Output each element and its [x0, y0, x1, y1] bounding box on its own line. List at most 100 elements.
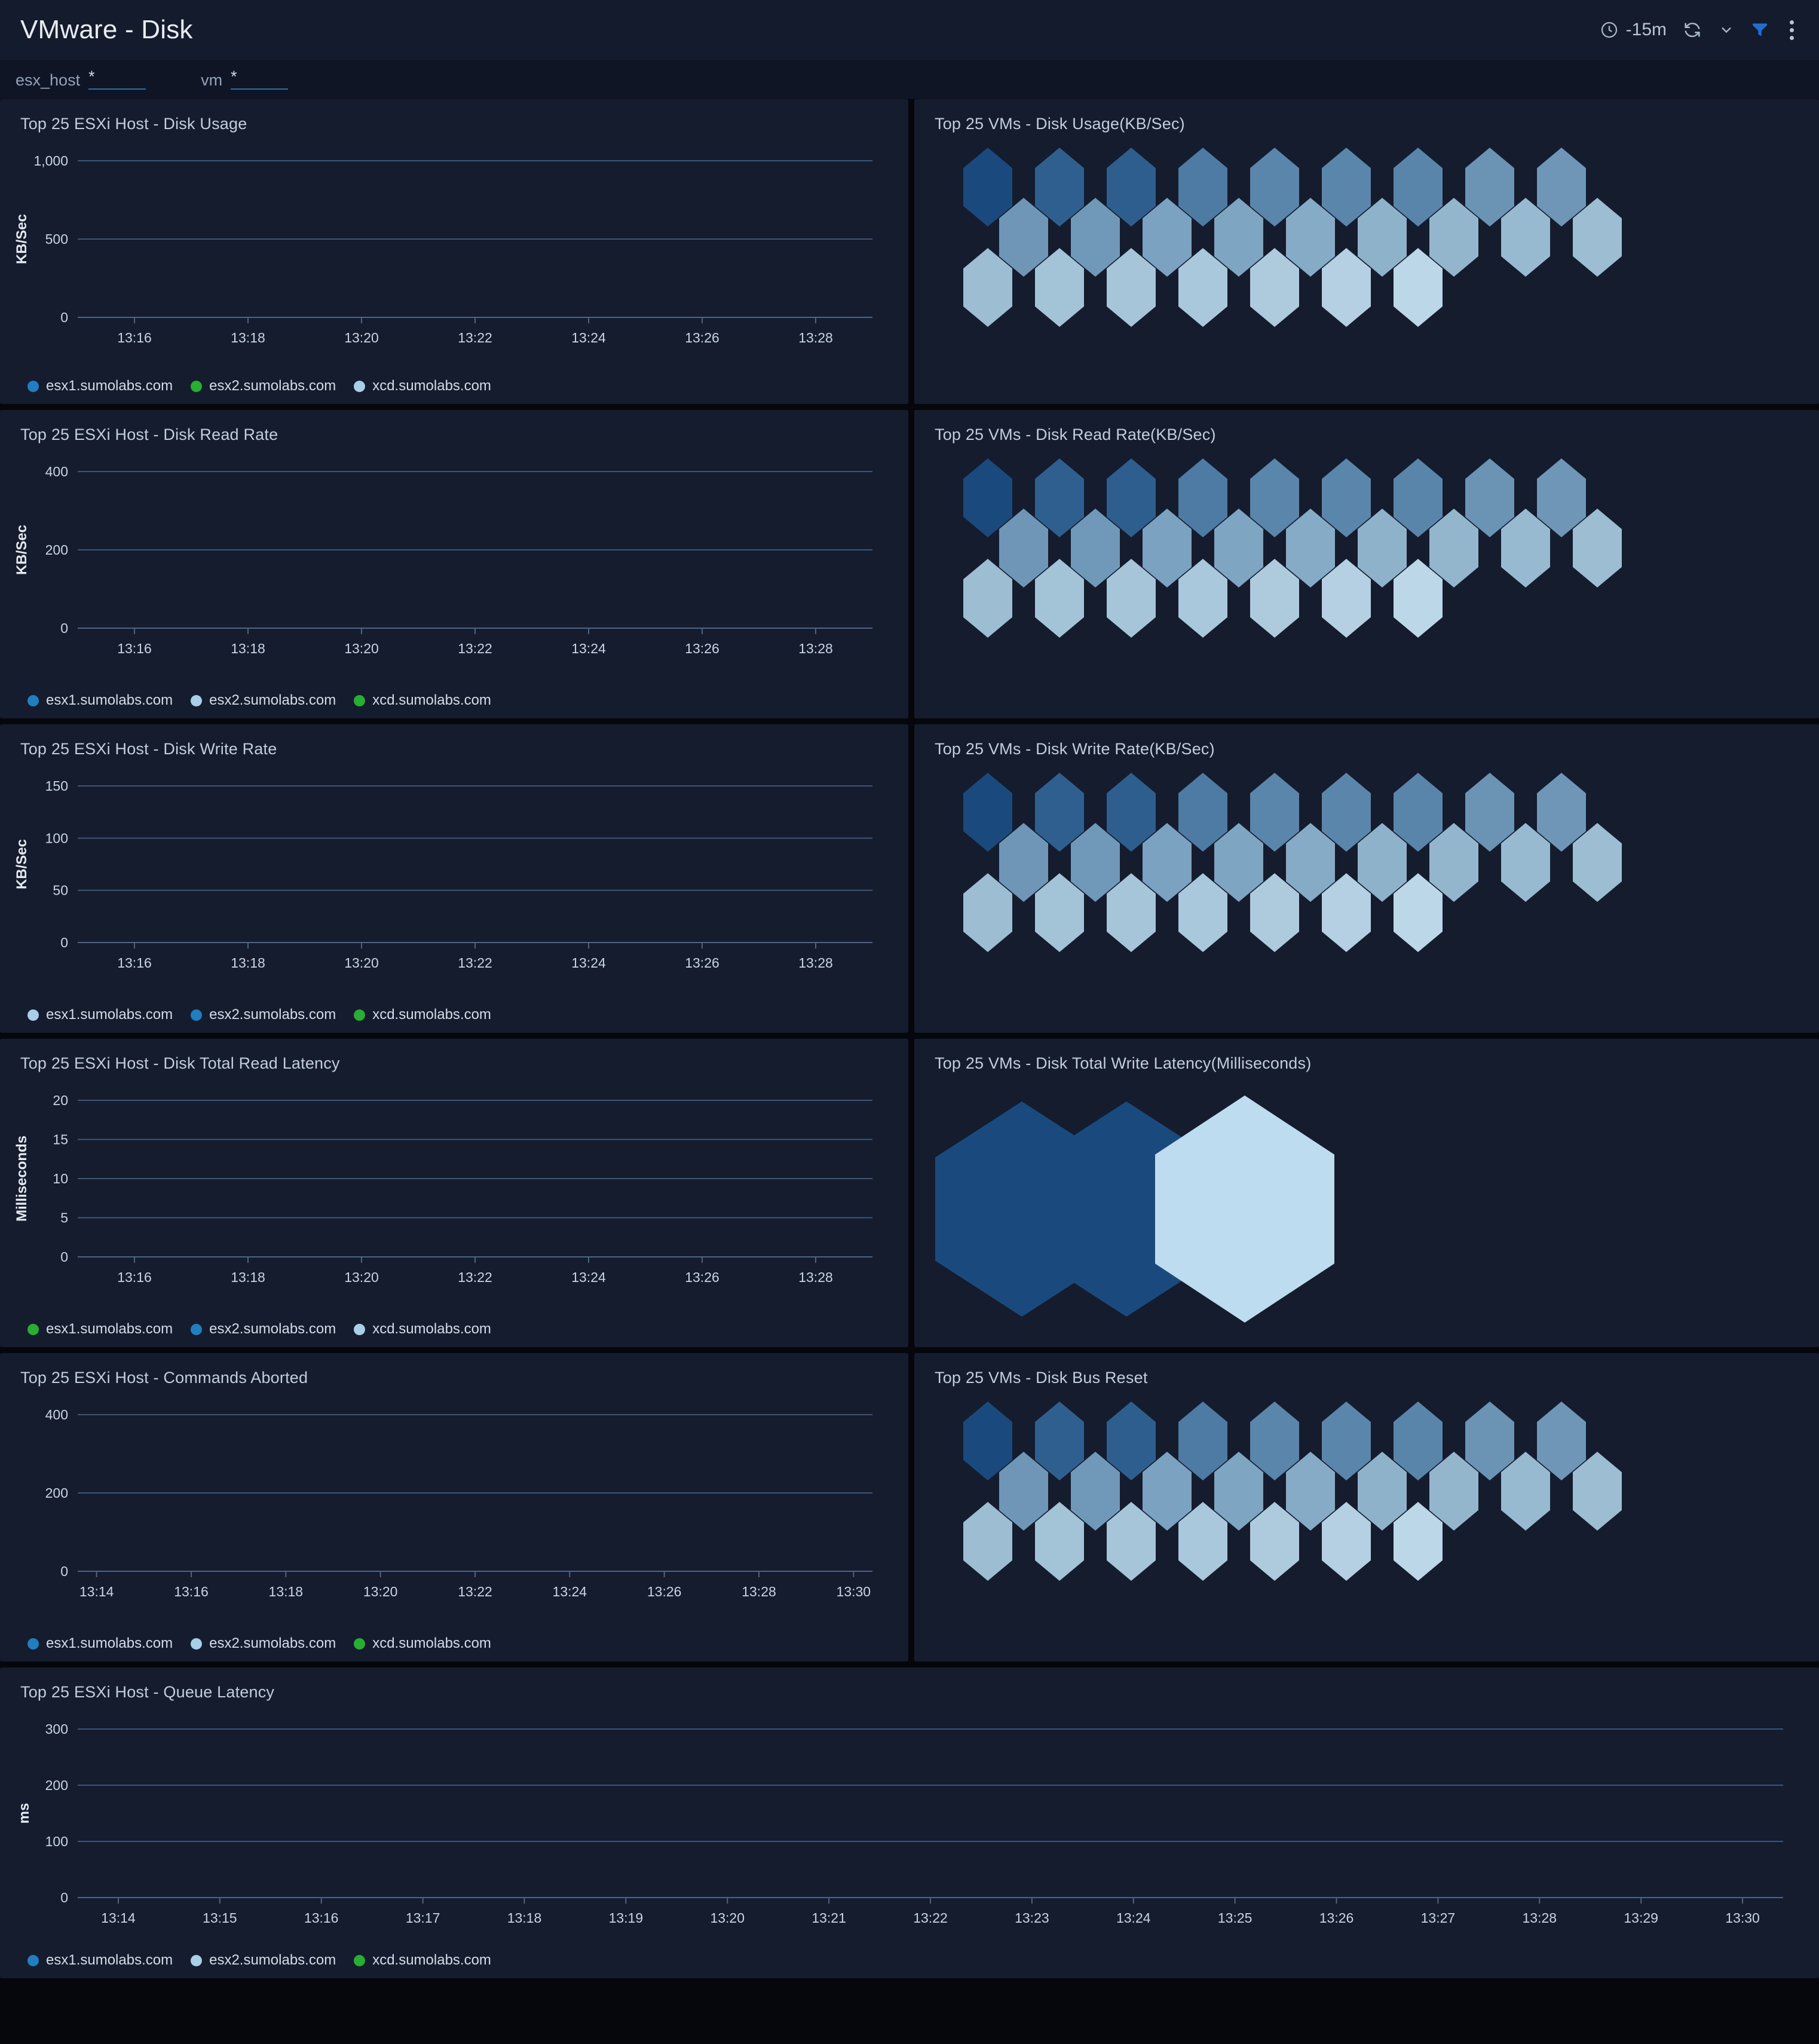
honeycomb-cell[interactable] — [1358, 509, 1407, 588]
chart-esxi-disk-read-rate[interactable]: 0 200 400 13:16 13:18 13:20 13:22 13:24 13:26 13:… — [0, 444, 908, 683]
filter-vm[interactable]: vm * — [201, 69, 289, 90]
honeycomb-cell[interactable] — [1429, 509, 1478, 588]
honeycomb-cell[interactable] — [1501, 823, 1550, 902]
legend-item[interactable]: esx1.sumolabs.com — [27, 1006, 173, 1023]
honeycomb-cell[interactable] — [1537, 773, 1586, 852]
honeycomb-cell[interactable] — [963, 458, 1012, 537]
honeycomb-cell[interactable] — [1071, 509, 1120, 588]
honeycomb-cell[interactable] — [1107, 248, 1156, 327]
legend-item[interactable]: xcd.sumolabs.com — [354, 692, 491, 709]
honeycomb-cell[interactable] — [1322, 148, 1371, 227]
panel-vms-total-write-latency[interactable]: Top 25 VMs - Disk Total Write Latency(Mi… — [914, 1039, 1819, 1347]
honeycomb-cell[interactable] — [1250, 873, 1299, 952]
panel-esxi-total-read-latency[interactable]: Top 25 ESXi Host - Disk Total Read Laten… — [0, 1039, 908, 1347]
panel-vms-disk-write-rate[interactable]: Top 25 VMs - Disk Write Rate(KB/Sec) — [914, 724, 1819, 1033]
honeycomb-cell[interactable] — [1358, 823, 1407, 902]
legend-item[interactable]: xcd.sumolabs.com — [354, 1321, 491, 1338]
honeycomb-cell[interactable] — [1143, 509, 1192, 588]
legend-item[interactable]: esx2.sumolabs.com — [191, 692, 336, 709]
honeycomb-cell[interactable] — [1358, 1452, 1407, 1531]
honeycomb-cell[interactable] — [1537, 148, 1586, 227]
legend-item[interactable]: esx1.sumolabs.com — [27, 1635, 173, 1652]
honeycomb-cell[interactable] — [1035, 1402, 1084, 1480]
honeycomb-cell[interactable] — [1286, 823, 1335, 902]
legend-item[interactable]: xcd.sumolabs.com — [354, 1952, 491, 1969]
refresh-icon[interactable] — [1682, 20, 1702, 40]
honeycomb-cell[interactable] — [1214, 509, 1263, 588]
legend-item[interactable]: esx1.sumolabs.com — [27, 1321, 173, 1338]
honeycomb-cell[interactable] — [1107, 873, 1156, 952]
honeycomb-cell[interactable] — [1573, 509, 1622, 588]
filter-esx-host[interactable]: esx_host * — [16, 69, 146, 90]
honeycomb-cell[interactable] — [1143, 198, 1192, 277]
honeycomb-vms-disk-write-rate[interactable] — [914, 758, 1819, 1027]
honeycomb-cell[interactable] — [1537, 1402, 1586, 1480]
bighex-vms-total-write-latency[interactable] — [914, 1073, 1819, 1342]
honeycomb-cell[interactable] — [1107, 458, 1156, 537]
honeycomb-cell[interactable] — [1214, 1452, 1263, 1531]
honeycomb-cell[interactable] — [1178, 773, 1227, 852]
honeycomb-cell[interactable] — [1178, 559, 1227, 638]
honeycomb-cell[interactable] — [1107, 559, 1156, 638]
honeycomb-cell[interactable] — [1071, 823, 1120, 902]
honeycomb-cell[interactable] — [1465, 1402, 1514, 1480]
legend-item[interactable]: esx2.sumolabs.com — [191, 1006, 336, 1023]
honeycomb-cell[interactable] — [1573, 823, 1622, 902]
honeycomb-cell[interactable] — [1035, 248, 1084, 327]
honeycomb-cell[interactable] — [1214, 198, 1263, 277]
chevron-down-icon[interactable] — [1718, 22, 1735, 38]
panel-esxi-disk-write-rate[interactable]: Top 25 ESXi Host - Disk Write Rate 0 50 10… — [0, 724, 908, 1033]
honeycomb-cell[interactable] — [1358, 198, 1407, 277]
honeycomb-vms-disk-bus-reset[interactable] — [914, 1387, 1819, 1656]
legend-item[interactable]: esx2.sumolabs.com — [191, 378, 336, 394]
more-options-icon[interactable] — [1785, 20, 1799, 40]
honeycomb-cell[interactable] — [1107, 773, 1156, 852]
honeycomb-cell[interactable] — [1035, 873, 1084, 952]
honeycomb-cell[interactable] — [1035, 773, 1084, 852]
honeycomb-cell[interactable] — [1155, 1096, 1334, 1323]
legend-item[interactable]: esx2.sumolabs.com — [191, 1321, 336, 1338]
honeycomb-cell[interactable] — [1143, 823, 1192, 902]
honeycomb-cell[interactable] — [1573, 198, 1622, 277]
honeycomb-cell[interactable] — [963, 1402, 1012, 1480]
honeycomb-cell[interactable] — [963, 773, 1012, 852]
honeycomb-cell[interactable] — [1322, 1402, 1371, 1480]
filter-icon[interactable] — [1750, 20, 1769, 39]
filter-input-esx-host[interactable]: * — [88, 69, 146, 90]
honeycomb-cell[interactable] — [1250, 1402, 1299, 1480]
panel-vms-disk-usage[interactable]: Top 25 VMs - Disk Usage(KB/Sec) — [914, 99, 1819, 404]
honeycomb-cell[interactable] — [1214, 823, 1263, 902]
honeycomb-cell[interactable] — [1178, 1502, 1227, 1581]
honeycomb-cell[interactable] — [1286, 509, 1335, 588]
honeycomb-cell[interactable] — [1322, 248, 1371, 327]
honeycomb-cell[interactable] — [1250, 773, 1299, 852]
legend-item[interactable]: esx1.sumolabs.com — [27, 1952, 173, 1969]
panel-esxi-disk-read-rate[interactable]: Top 25 ESXi Host - Disk Read Rate 0 200 40… — [0, 410, 908, 718]
honeycomb-cell[interactable] — [1429, 198, 1478, 277]
honeycomb-cell[interactable] — [1429, 1452, 1478, 1531]
panel-esxi-commands-aborted[interactable]: Top 25 ESXi Host - Commands Aborted 0 200… — [0, 1353, 908, 1661]
panel-vms-disk-bus-reset[interactable]: Top 25 VMs - Disk Bus Reset — [914, 1353, 1819, 1661]
legend-item[interactable]: esx1.sumolabs.com — [27, 692, 173, 709]
honeycomb-cell[interactable] — [1178, 458, 1227, 537]
honeycomb-cell[interactable] — [1250, 248, 1299, 327]
honeycomb-cell[interactable] — [1035, 1502, 1084, 1581]
honeycomb-cell[interactable] — [1465, 773, 1514, 852]
chart-esxi-commands-aborted[interactable]: 0 200 400 13:14 13:16 13:18 13:20 13:22 13:24 13:… — [0, 1387, 908, 1626]
honeycomb-cell[interactable] — [1250, 148, 1299, 227]
honeycomb-cell[interactable] — [1465, 458, 1514, 537]
honeycomb-cell[interactable] — [1394, 1402, 1443, 1480]
chart-esxi-queue-latency[interactable]: 0 100 200 300 13:14 13:15 13:16 13:17 13:18 13:19… — [0, 1702, 1819, 1953]
honeycomb-cell[interactable] — [963, 1502, 1012, 1581]
honeycomb-cell[interactable] — [1501, 198, 1550, 277]
honeycomb-cell[interactable] — [1394, 773, 1443, 852]
filter-input-vm[interactable]: * — [231, 69, 289, 90]
legend-item[interactable]: xcd.sumolabs.com — [354, 1006, 491, 1023]
honeycomb-cell[interactable] — [999, 198, 1048, 277]
honeycomb-cell[interactable] — [1250, 559, 1299, 638]
honeycomb-cell[interactable] — [1178, 248, 1227, 327]
honeycomb-cell[interactable] — [1107, 1502, 1156, 1581]
honeycomb-cell[interactable] — [1286, 1452, 1335, 1531]
honeycomb-cell[interactable] — [1394, 458, 1443, 537]
honeycomb-cell[interactable] — [1107, 1402, 1156, 1480]
